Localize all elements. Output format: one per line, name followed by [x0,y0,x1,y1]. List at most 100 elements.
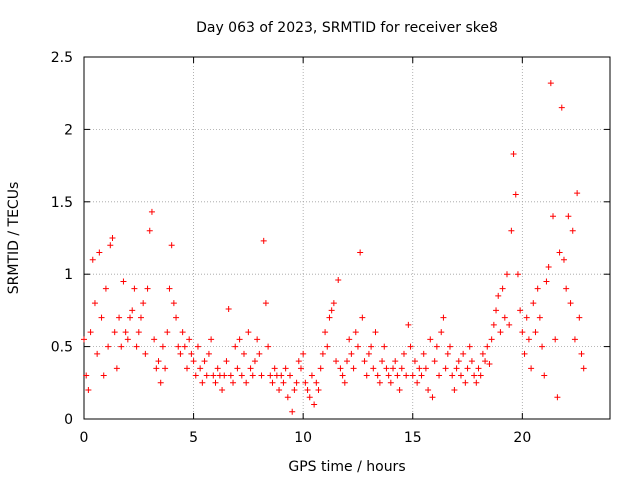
data-point [137,314,144,321]
data-point [153,365,160,372]
data-point [194,343,201,350]
data-point [190,358,197,365]
data-point [475,365,482,372]
data-point [333,358,340,365]
axis-ticks [83,56,610,420]
data-point [558,104,565,111]
data-point [280,379,287,386]
data-point [451,387,458,394]
data-point [177,350,184,357]
data-point [460,350,467,357]
data-point [407,343,414,350]
data-point [411,358,418,365]
data-point [164,329,171,336]
data-point [499,285,506,292]
data-point [462,379,469,386]
data-point [429,394,436,401]
data-point [181,343,188,350]
y-tick-label: 1.5 [51,195,73,211]
data-point [148,208,155,215]
data-point [205,350,212,357]
data-point [295,358,302,365]
data-point [102,285,109,292]
data-point [433,343,440,350]
data-point [269,379,276,386]
data-point [569,227,576,234]
data-point [311,401,318,408]
data-point [317,365,324,372]
data-point [168,242,175,249]
data-point [124,336,131,343]
data-point [565,213,572,220]
data-point [468,358,475,365]
data-point [214,365,221,372]
data-point [385,372,392,379]
data-point [105,343,112,350]
y-tick-label: 2 [64,122,73,138]
data-point [519,329,526,336]
data-point [510,151,517,158]
data-point [223,358,230,365]
data-point [374,372,381,379]
data-point [363,372,370,379]
data-point [567,300,574,307]
data-point [230,379,237,386]
data-point [512,191,519,198]
data-point [322,329,329,336]
y-tick-label: 0.5 [51,340,73,356]
data-point [254,336,261,343]
data-point [341,379,348,386]
data-point [361,358,368,365]
data-point [210,372,217,379]
data-point [534,285,541,292]
data-point [403,372,410,379]
data-point [262,300,269,307]
chart-title: Day 063 of 2023, SRMTID for receiver ske… [196,20,498,36]
data-point [457,372,464,379]
data-point [91,300,98,307]
x-tick-label: 20 [513,430,531,446]
data-point [118,343,125,350]
x-axis-label: GPS time / hours [288,459,405,475]
data-point [258,372,265,379]
data-point [449,372,456,379]
data-point [326,314,333,321]
data-point [541,372,548,379]
data-point [550,213,557,220]
data-point [344,358,350,365]
data-point [466,343,473,350]
tick-labels: 0 5 10 15 20 0 0.5 1 1.5 2 2.5 [51,50,532,446]
data-point [390,365,397,372]
data-point [227,372,234,379]
data-point [271,365,278,372]
data-point [315,387,322,394]
data-point [545,263,552,270]
data-point [348,350,355,357]
data-point [539,343,546,350]
data-point [240,350,247,357]
data-point [563,285,570,292]
data-point [131,285,138,292]
data-point [313,379,320,386]
data-point [409,372,416,379]
data-point [201,358,208,365]
data-point [245,329,252,336]
data-point [521,350,528,357]
data-point [140,300,147,307]
data-point [447,343,454,350]
data-point [400,350,407,357]
data-point [319,350,326,357]
data-point [503,271,510,278]
data-point [122,329,129,336]
data-point [113,365,120,372]
data-point [444,350,451,357]
data-point [471,372,478,379]
data-point [414,379,421,386]
data-point [144,285,151,292]
data-point [155,358,162,365]
data-point [532,329,539,336]
data-point [146,227,153,234]
data-point [276,387,283,394]
y-tick-label: 2.5 [51,50,73,66]
